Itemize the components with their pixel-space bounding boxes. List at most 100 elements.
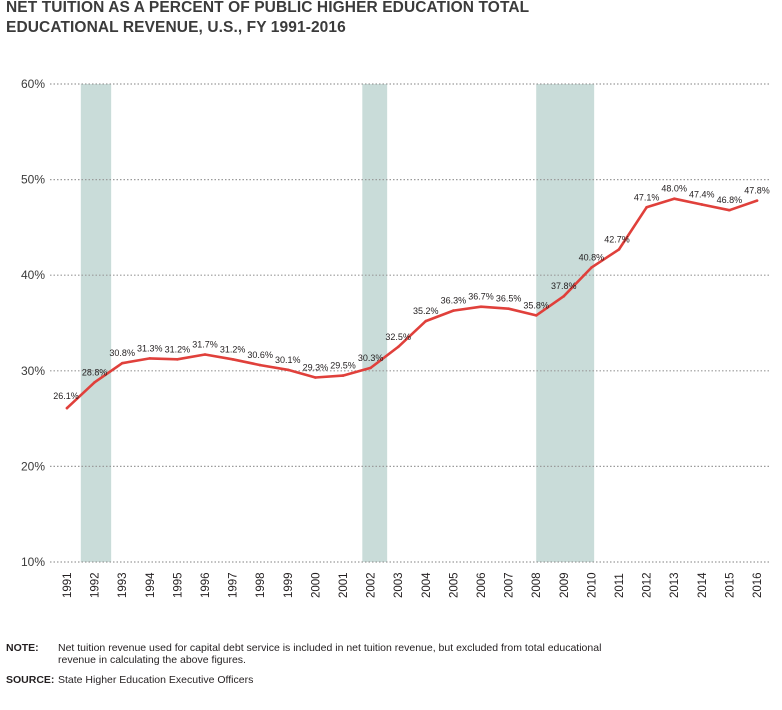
note-row: NOTE: Net tuition revenue used for capit… <box>6 642 776 666</box>
data-label: 35.2% <box>413 306 439 316</box>
x-tick-label: 2010 <box>586 572 598 598</box>
note-text: Net tuition revenue used for capital deb… <box>58 642 602 666</box>
recession-band <box>362 84 388 562</box>
x-tick-label: 2005 <box>448 572 460 598</box>
data-label: 31.7% <box>192 340 218 350</box>
data-label: 42.7% <box>604 234 630 244</box>
y-axis-ticks: 10% 20% 30% 40% 50% 60% <box>21 77 45 569</box>
x-tick-label: 1991 <box>62 572 74 598</box>
x-tick-label: 2009 <box>559 572 571 598</box>
source-label: SOURCE: <box>6 674 55 686</box>
data-point <box>148 357 152 360</box>
x-tick-label: 1998 <box>255 572 267 598</box>
x-tick-label: 2008 <box>531 572 543 598</box>
data-label: 31.3% <box>137 343 163 353</box>
data-label: 40.8% <box>579 253 605 263</box>
data-label: 30.8% <box>109 348 135 358</box>
data-label: 30.1% <box>275 355 301 365</box>
data-label: 30.6% <box>247 350 273 360</box>
x-tick-label: 2014 <box>697 572 709 598</box>
x-axis-ticks: 1991 1992 1993 1994 1995 1996 1997 1998 1999 2000… <box>62 572 764 598</box>
x-tick-label: 2003 <box>393 572 405 598</box>
data-label: 31.2% <box>165 344 191 354</box>
y-tick-label: 60% <box>21 77 45 91</box>
data-point <box>507 307 510 310</box>
chart-title: NET TUITION AS A PERCENT OF PUBLIC HIGHE… <box>6 0 529 38</box>
gridlines <box>50 83 770 563</box>
x-tick-label: 1999 <box>283 572 295 598</box>
chart-title-line-1: NET TUITION AS A PERCENT OF PUBLIC HIGHE… <box>6 0 530 16</box>
data-point <box>65 406 69 410</box>
series-line-group <box>65 197 759 410</box>
data-point <box>424 319 428 323</box>
recession-band <box>536 84 595 562</box>
line-chart: 10%20%30%40%50%60% 1991 1992 1993 1994 1995 1… <box>21 77 770 598</box>
y-tick-label: 10% <box>21 555 45 569</box>
data-label: 36.7% <box>468 292 494 302</box>
x-tick-label: 2000 <box>310 572 322 598</box>
recession-band <box>80 84 112 562</box>
data-point <box>617 248 621 251</box>
y-tick-label: 40% <box>21 268 45 282</box>
data-point <box>479 305 483 309</box>
data-point <box>700 203 704 206</box>
data-label: 31.2% <box>220 344 246 354</box>
x-tick-label: 2001 <box>338 572 350 598</box>
y-tick-label: 50% <box>21 173 45 187</box>
data-point <box>258 363 262 367</box>
x-tick-label: 1995 <box>172 572 184 598</box>
data-label: 36.3% <box>441 296 467 306</box>
data-point <box>93 380 96 384</box>
x-tick-label: 2012 <box>642 572 654 598</box>
data-label: 29.3% <box>303 362 329 372</box>
source-row: SOURCE: State Higher Education Executive… <box>6 674 776 686</box>
data-label: 28.8% <box>82 367 108 377</box>
series-line <box>65 197 759 410</box>
data-point <box>203 353 207 356</box>
x-tick-label: 2016 <box>752 572 764 598</box>
data-point <box>396 345 400 349</box>
x-tick-label: 2002 <box>366 572 378 598</box>
data-label: 46.8% <box>717 195 743 205</box>
data-point <box>534 314 538 317</box>
data-labels: 26.1%28.8%30.8% 31.3% 31.2% 31.7% 31.2%30.6%… <box>53 184 770 401</box>
data-point <box>452 309 455 312</box>
chart-title-line-2: EDUCATIONAL REVENUE, U.S., FY 1991-2016 <box>6 19 346 36</box>
data-point <box>369 366 372 370</box>
chart-notes: NOTE: Net tuition revenue used for capit… <box>6 642 776 694</box>
x-tick-label: 1997 <box>228 572 240 598</box>
data-point <box>645 206 648 209</box>
data-label: 47.1% <box>634 192 660 202</box>
x-tick-label: 2007 <box>504 572 516 598</box>
data-label: 48.0% <box>661 184 687 194</box>
data-label: 29.5% <box>330 361 356 371</box>
source-text: State Higher Education Executive Officer… <box>58 674 254 686</box>
data-point <box>120 361 124 365</box>
x-tick-label: 1993 <box>117 572 129 598</box>
data-label: 37.8% <box>551 281 577 291</box>
x-tick-label: 2006 <box>476 572 488 598</box>
note-label: NOTE: <box>6 642 39 654</box>
x-tick-label: 2015 <box>724 572 736 598</box>
data-label: 26.1% <box>53 391 79 401</box>
y-tick-label: 30% <box>21 364 45 378</box>
data-point <box>176 358 179 361</box>
x-tick-label: 2013 <box>669 572 681 598</box>
x-tick-label: 2011 <box>614 573 626 598</box>
x-tick-label: 1996 <box>200 572 212 598</box>
data-point <box>590 266 593 269</box>
data-label: 47.8% <box>744 186 770 196</box>
data-point <box>672 197 676 201</box>
data-point <box>562 294 566 298</box>
x-tick-label: 1994 <box>145 572 157 598</box>
data-label: 30.3% <box>358 353 384 363</box>
data-label: 36.5% <box>496 294 522 304</box>
data-point <box>286 368 290 372</box>
data-label: 47.4% <box>689 189 715 199</box>
y-tick-label: 20% <box>21 459 45 473</box>
data-point <box>231 358 234 361</box>
data-point <box>755 199 759 202</box>
data-label: 32.5% <box>385 332 411 342</box>
x-tick-label: 1992 <box>90 572 102 598</box>
data-point <box>728 208 731 212</box>
